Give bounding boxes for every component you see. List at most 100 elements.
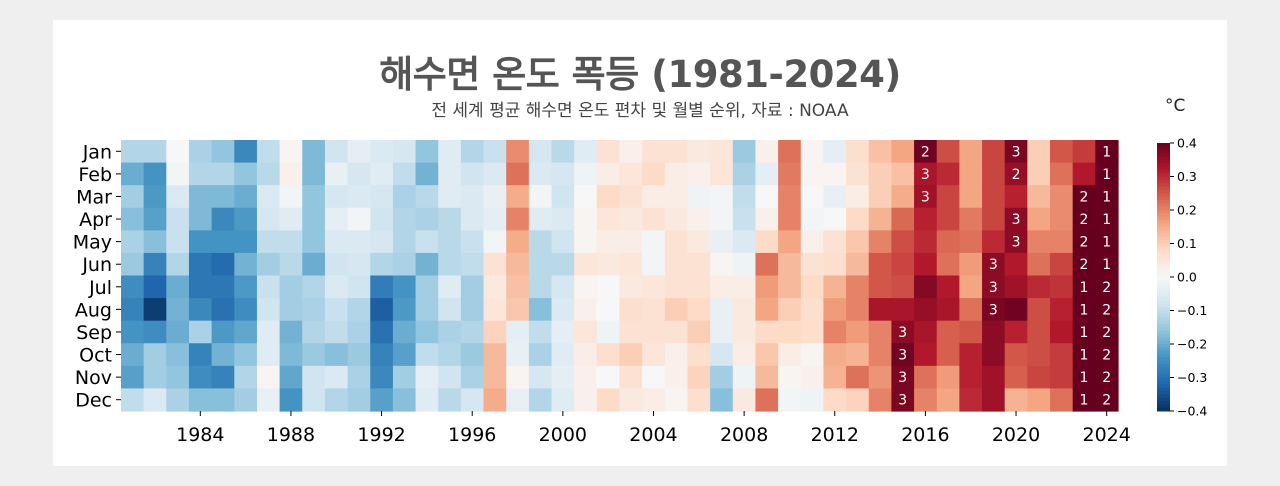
heatmap-cell	[166, 162, 190, 186]
colorbar-segment	[1157, 163, 1170, 167]
heatmap-cell	[732, 343, 757, 367]
heatmap-cell	[302, 162, 326, 186]
heatmap-cell	[347, 207, 371, 231]
rank-label: 3	[898, 325, 907, 341]
heatmap-cell	[732, 275, 757, 299]
heatmap-cell	[800, 298, 825, 322]
heatmap-cell	[982, 252, 1006, 277]
heatmap-cell	[619, 185, 643, 209]
heatmap-cell	[324, 388, 349, 412]
heatmap-cell	[914, 343, 938, 367]
heatmap-cell	[460, 298, 485, 322]
heatmap-cell	[846, 230, 870, 254]
heatmap-cell	[778, 252, 802, 277]
rank-label: 3	[1012, 144, 1021, 160]
heatmap-cell	[166, 185, 190, 209]
colorbar-segment	[1157, 176, 1170, 181]
heatmap-cell	[1050, 298, 1074, 322]
rank-label: 3	[898, 393, 907, 409]
heatmap-cell	[302, 298, 326, 322]
heatmap-cell	[710, 185, 734, 209]
colorbar-segment	[1157, 283, 1170, 288]
colorbar-segment	[1157, 407, 1170, 412]
heatmap-cell	[868, 298, 893, 322]
colorbar-segment	[1157, 360, 1170, 365]
rank-label: 3	[989, 257, 998, 273]
heatmap-cell	[732, 252, 757, 277]
heatmap-cell	[1027, 343, 1051, 367]
colorbar-segment	[1157, 233, 1170, 238]
colorbar-segment	[1157, 266, 1170, 271]
heatmap-cell	[279, 365, 303, 390]
heatmap-cell	[483, 320, 507, 344]
heatmap-cell	[1027, 140, 1051, 164]
heatmap-cell	[1095, 365, 1119, 390]
heatmap-cell	[483, 388, 507, 412]
heatmap-cell	[936, 275, 960, 299]
heatmap-cell	[256, 185, 281, 209]
colorbar-segment	[1157, 380, 1170, 385]
heatmap-cell	[302, 185, 326, 209]
heatmap-cell	[914, 207, 938, 231]
colorbar-segment	[1157, 146, 1170, 151]
colorbar-segment	[1157, 397, 1170, 402]
heatmap-cell	[551, 162, 575, 186]
heatmap-cell	[234, 298, 258, 322]
colorbar-segment	[1157, 240, 1170, 244]
heatmap-cell	[438, 230, 462, 254]
heatmap-cell	[710, 140, 734, 164]
heatmap-cell	[710, 298, 734, 322]
heatmap-cell	[256, 320, 281, 344]
heatmap-cell	[642, 298, 666, 322]
heatmap-cell	[982, 230, 1006, 254]
heatmap-cell	[800, 162, 825, 186]
heatmap-cell	[370, 252, 394, 277]
heatmap-cell	[392, 230, 417, 254]
heatmap-cell	[166, 298, 190, 322]
heatmap-cell	[415, 388, 439, 412]
y-tick-label: Dec	[75, 390, 112, 412]
heatmap-cell	[211, 275, 235, 299]
colorbar-tick-label: −0.4	[1177, 404, 1207, 419]
heatmap-cell	[642, 252, 666, 277]
heatmap-cell	[188, 275, 213, 299]
heatmap-cell	[528, 343, 553, 367]
heatmap-cell	[438, 162, 462, 186]
heatmap-cell	[121, 343, 145, 367]
colorbar-segment	[1157, 220, 1170, 224]
colorbar-segment	[1157, 216, 1170, 221]
heatmap-cell	[188, 185, 213, 209]
rank-label: 1	[1102, 212, 1111, 228]
heatmap-cell	[619, 298, 643, 322]
heatmap-cell	[415, 298, 439, 322]
heatmap-cell	[211, 298, 235, 322]
heatmap-cell	[460, 275, 485, 299]
heatmap-cell	[211, 162, 235, 186]
heatmap-cell	[574, 275, 598, 299]
colorbar-segment	[1157, 210, 1170, 214]
heatmap-cell	[1050, 230, 1074, 254]
heatmap-cell	[778, 275, 802, 299]
heatmap-cell	[959, 388, 983, 412]
rank-label: 1	[1080, 280, 1089, 296]
heatmap-cell	[392, 343, 417, 367]
heatmap-cell	[800, 185, 825, 209]
heatmap-cell	[121, 140, 145, 164]
heatmap-cell	[121, 185, 145, 209]
heatmap-cell	[755, 343, 779, 367]
heatmap-cell	[619, 388, 643, 412]
heatmap-cell	[664, 252, 689, 277]
heatmap-cell	[823, 207, 847, 231]
heatmap-cell	[914, 185, 938, 209]
rank-label: 2	[1080, 235, 1089, 251]
heatmap-cell	[1095, 275, 1119, 299]
heatmap-cell	[664, 388, 689, 412]
heatmap-cell	[392, 365, 417, 390]
heatmap-cell	[551, 252, 575, 277]
heatmap-cell	[528, 230, 553, 254]
heatmap-cell	[891, 365, 915, 390]
heatmap-cell	[551, 320, 575, 344]
heatmap-cell	[891, 343, 915, 367]
heatmap-cell	[687, 320, 711, 344]
heatmap-cell	[732, 320, 757, 344]
